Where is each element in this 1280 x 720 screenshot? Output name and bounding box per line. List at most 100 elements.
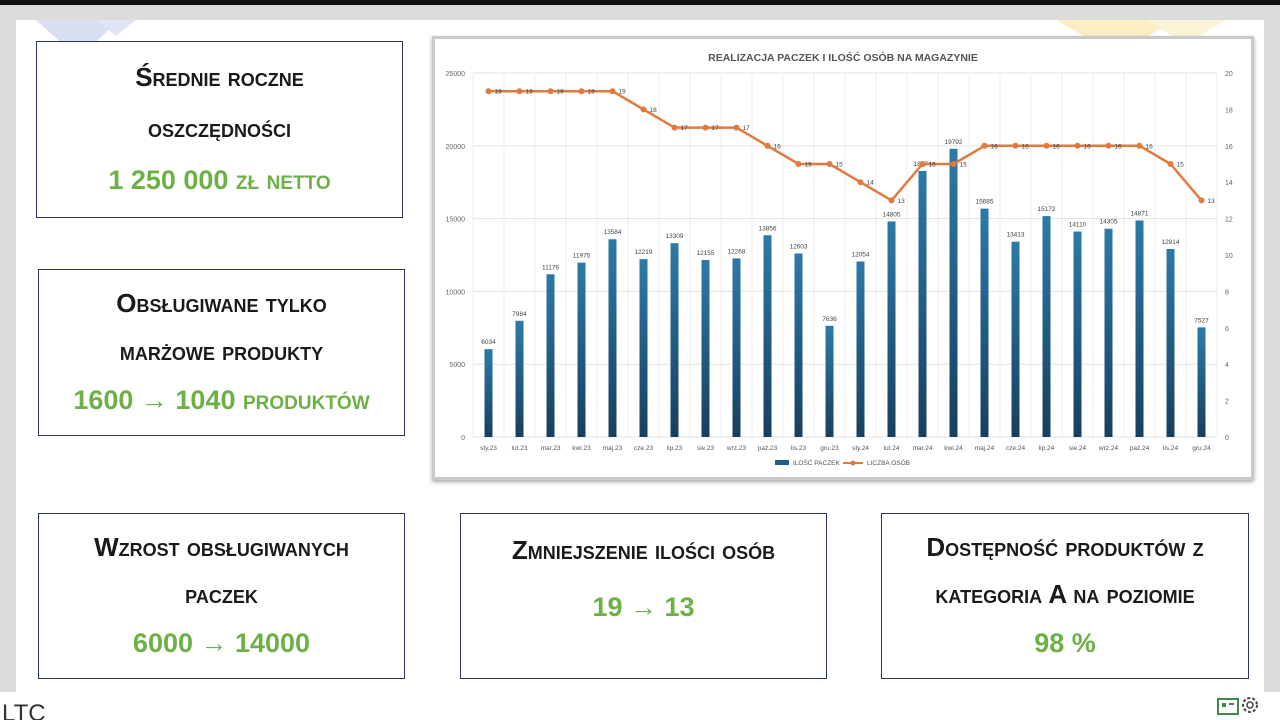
- kpi-value: 1 250 000 zł netto: [108, 165, 331, 196]
- x-tick-label: lut.24: [884, 445, 900, 452]
- bar-data-label: 7527: [1194, 317, 1209, 324]
- bar: [546, 274, 555, 437]
- line-point: [981, 142, 988, 149]
- x-tick-label: kwi.23: [572, 445, 591, 452]
- line-point: [733, 124, 740, 131]
- line-point: [1136, 142, 1143, 149]
- kpi-value: 1600 → 1040 produktów: [73, 384, 370, 415]
- legend-label: ILOŚĆ PACZEK: [793, 458, 841, 467]
- bar-data-label: 7984: [512, 311, 527, 318]
- bar-data-label: 6034: [481, 339, 496, 346]
- top-bar: [0, 0, 1280, 5]
- bar-data-label: 12914: [1161, 239, 1179, 246]
- bar-data-label: 12155: [696, 250, 714, 257]
- y-right-tick-label: 14: [1225, 180, 1233, 187]
- bar: [1011, 241, 1020, 437]
- line-point: [485, 88, 492, 95]
- line-point: [578, 88, 585, 95]
- bar: [670, 243, 679, 437]
- bar: [732, 258, 741, 437]
- bar: [515, 320, 524, 437]
- bar-data-label: 15685: [975, 199, 993, 206]
- y-right-tick-label: 20: [1225, 71, 1233, 78]
- line-point: [1198, 197, 1205, 204]
- line-data-label: 19: [588, 89, 596, 96]
- y-left-tick-label: 20000: [446, 144, 466, 151]
- bottom-bar: [0, 692, 1280, 720]
- bar: [856, 261, 865, 437]
- line-data-label: 19: [557, 89, 565, 96]
- line-data-label: 13: [898, 198, 906, 205]
- kpi-value: 6000 → 14000: [132, 628, 311, 659]
- line-data-label: 16: [1084, 143, 1092, 150]
- bar: [1135, 220, 1144, 437]
- x-tick-label: gru.24: [1192, 445, 1211, 452]
- legend-swatch-bars: [775, 460, 789, 465]
- line-data-label: 19: [619, 89, 627, 96]
- chart-title: REALIZACJA PACZEK I ILOŚĆ OSÓB NA MAGAZY…: [708, 51, 978, 64]
- line-point: [609, 88, 616, 95]
- line-data-label: 17: [712, 125, 720, 132]
- line-data-label: 15: [929, 162, 937, 169]
- legend-marker: [850, 460, 856, 466]
- line-data-label: 16: [1146, 143, 1154, 150]
- kpi-title: Dostępność produktów z: [926, 531, 1204, 562]
- bar: [1073, 231, 1082, 437]
- line-data-label: 19: [526, 89, 534, 96]
- x-tick-label: maj.23: [603, 445, 623, 452]
- kpi-title: Obsługiwane tylko: [116, 288, 327, 319]
- y-right-tick-label: 16: [1225, 144, 1233, 151]
- x-tick-label: gru.23: [820, 445, 839, 452]
- bar: [1197, 327, 1206, 437]
- line-data-label: 15: [836, 162, 844, 169]
- y-left-tick-label: 10000: [446, 289, 466, 296]
- bar: [1042, 216, 1051, 437]
- bar: [1104, 228, 1113, 437]
- line-point: [1105, 142, 1112, 149]
- line-data-label: 18: [650, 107, 658, 114]
- legend-label: LICZBA OSÓB: [867, 458, 910, 467]
- x-tick-label: sie.24: [1069, 445, 1087, 452]
- bar-data-label: 13584: [603, 229, 621, 236]
- line-point: [516, 88, 523, 95]
- bar: [918, 170, 927, 438]
- chart-panel: REALIZACJA PACZEK I ILOŚĆ OSÓB NA MAGAZY…: [432, 36, 1254, 480]
- kpi-title: Średnie roczne: [135, 61, 304, 92]
- kpi-title: oszczędności: [147, 113, 291, 143]
- line-point: [888, 197, 895, 204]
- x-tick-label: mar.24: [913, 445, 933, 452]
- line-point: [919, 161, 926, 167]
- bar: [577, 262, 586, 437]
- line-data-label: 13: [1208, 198, 1216, 205]
- bar-data-label: 14805: [882, 211, 900, 218]
- x-tick-label: lis.24: [1163, 445, 1179, 452]
- line-data-label: 16: [774, 143, 782, 150]
- line-data-label: 15: [1177, 162, 1185, 169]
- line-data-label: 17: [743, 125, 751, 132]
- bar: [825, 325, 834, 437]
- y-left-tick-label: 0: [461, 435, 465, 442]
- x-tick-label: lip.24: [1039, 445, 1055, 452]
- bar-data-label: 12268: [727, 248, 745, 255]
- bar: [763, 235, 772, 437]
- line-data-label: 16: [1053, 143, 1061, 150]
- kpi-card-availability: Dostępność produktów z kategoria A na po…: [881, 513, 1249, 679]
- bar: [949, 148, 958, 437]
- bar-data-label: 12219: [634, 249, 652, 256]
- x-tick-label: lis.23: [791, 445, 807, 452]
- y-right-tick-label: 8: [1225, 289, 1229, 296]
- bar-data-label: 7636: [822, 316, 837, 323]
- bar: [794, 253, 803, 437]
- bar-data-label: 13413: [1006, 232, 1024, 239]
- y-right-tick-label: 10: [1225, 253, 1233, 260]
- x-tick-label: mar.23: [541, 445, 561, 452]
- bar: [701, 260, 710, 437]
- bar-data-label: 12054: [851, 251, 869, 258]
- x-tick-label: maj.24: [975, 445, 995, 452]
- bar: [1166, 248, 1175, 437]
- bar-data-label: 14871: [1130, 210, 1148, 217]
- footer-brand: LTC: [2, 700, 46, 720]
- line-series: [488, 89, 1203, 202]
- line-point: [857, 179, 864, 186]
- decor-triangle: [96, 20, 136, 36]
